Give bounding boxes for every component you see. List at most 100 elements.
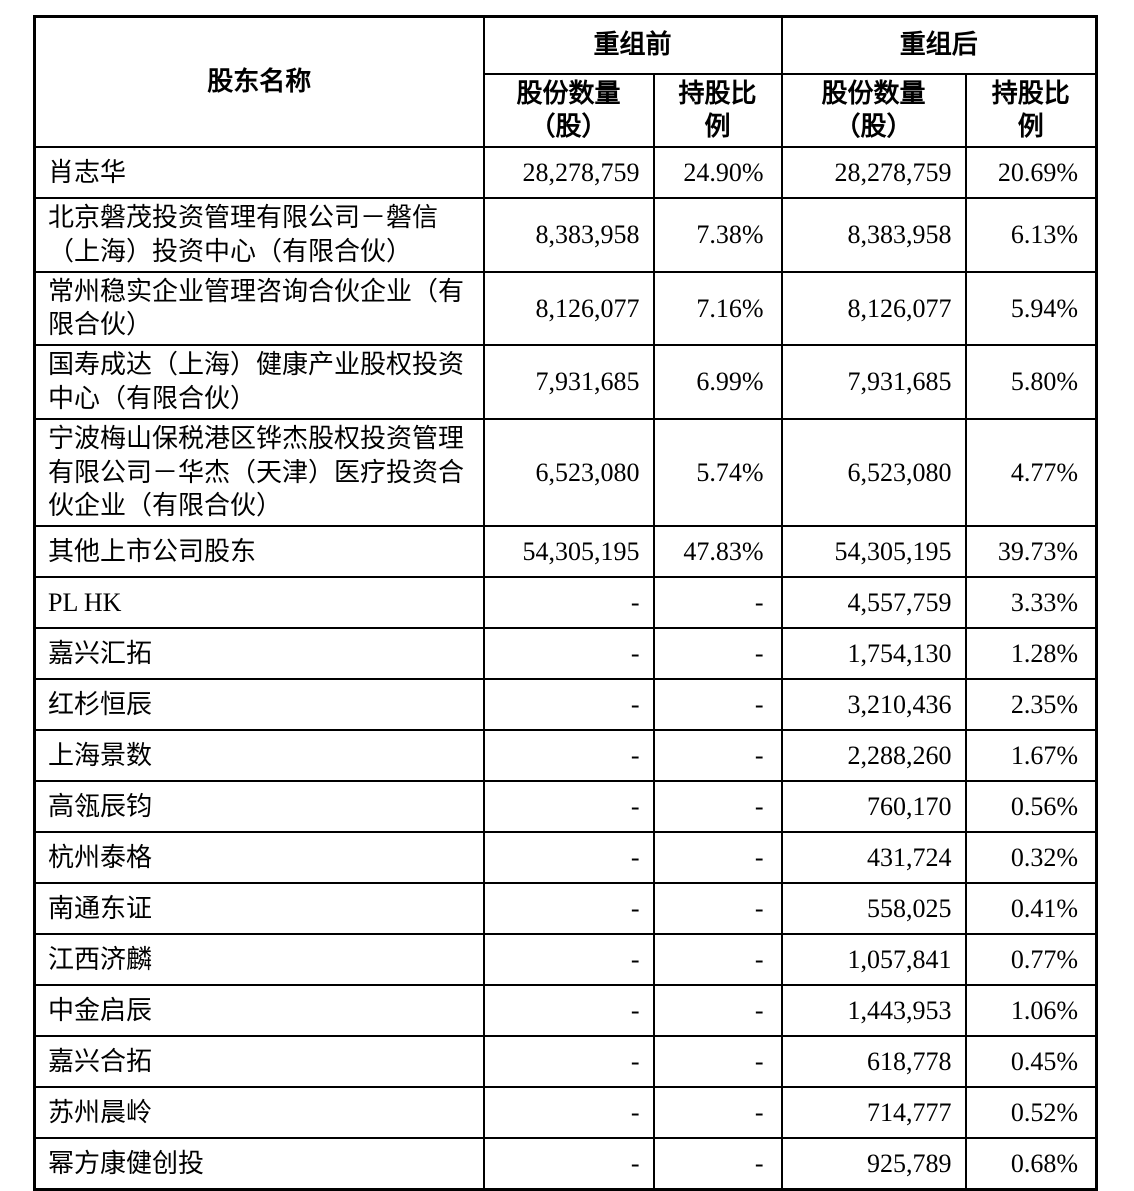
pre-reorg-shares-cell: - [482, 1086, 655, 1140]
table-row: 其他上市公司股东 54,305,195 47.83% 54,305,195 39.73% [33, 525, 1098, 579]
shareholding-table: 股东名称 重组前 重组后 股份数量 （股） 持股比 例 股份数量 （股） 持股比… [33, 15, 1099, 1191]
post-reorg-shares-cell: 28,278,759 [780, 146, 967, 200]
post-reorg-shares-cell: 2,288,260 [780, 729, 967, 783]
pre-reorg-ratio-cell: - [652, 984, 783, 1038]
post-reorg-shares-cell: 54,305,195 [780, 525, 967, 579]
before-ratio-header: 持股比 例 [652, 72, 783, 149]
post-reorg-ratio-cell: 20.69% [964, 146, 1098, 200]
post-reorg-shares-cell: 760,170 [780, 780, 967, 834]
shareholder-name-cell: 肖志华 [33, 146, 485, 200]
pre-reorg-ratio-cell: - [652, 1035, 783, 1089]
pre-reorg-ratio-cell: - [652, 627, 783, 681]
shareholder-name-cell: 其他上市公司股东 [33, 525, 485, 579]
table-row: PL HK - -4,557,759 3.33% [33, 576, 1098, 630]
shareholder-name-cell: 南通东证 [33, 882, 485, 936]
pre-reorg-shares-cell: 7,931,685 [482, 344, 655, 420]
pre-reorg-ratio-cell: - [652, 1086, 783, 1140]
post-reorg-shares-cell: 714,777 [780, 1086, 967, 1140]
table-row: 幂方康健创投 - -925,789 0.68% [33, 1137, 1098, 1191]
post-reorg-shares-cell: 1,754,130 [780, 627, 967, 681]
post-reorg-ratio-cell: 1.67% [964, 729, 1098, 783]
post-reorg-ratio-cell: 2.35% [964, 678, 1098, 732]
post-reorg-shares-cell: 431,724 [780, 831, 967, 885]
shareholder-name-cell: 常州稳实企业管理咨询合伙企业（有限合伙） [33, 270, 485, 347]
shareholder-name-cell: 高瓴辰钧 [33, 780, 485, 834]
post-reorg-shares-cell: 3,210,436 [780, 678, 967, 732]
before-reorg-group-header: 重组前 [482, 15, 783, 75]
post-reorg-ratio-cell: 0.41% [964, 882, 1098, 936]
post-reorg-ratio-cell: 0.52% [964, 1086, 1098, 1140]
post-reorg-ratio-cell: 4.77% [964, 417, 1098, 528]
post-reorg-ratio-cell: 5.80% [964, 344, 1098, 420]
after-reorg-group-header: 重组后 [780, 15, 1098, 75]
post-reorg-ratio-cell: 0.32% [964, 831, 1098, 885]
table-row: 宁波梅山保税港区铧杰股权投资管理有限公司－华杰（天津）医疗投资合伙企业（有限合伙… [33, 417, 1098, 528]
table-row: 红杉恒辰 - -3,210,436 2.35% [33, 678, 1098, 732]
post-reorg-shares-cell: 4,557,759 [780, 576, 967, 630]
post-reorg-shares-cell: 925,789 [780, 1137, 967, 1191]
after-ratio-header: 持股比 例 [964, 72, 1098, 149]
shareholder-name-cell: 国寿成达（上海）健康产业股权投资中心（有限合伙） [33, 344, 485, 420]
pre-reorg-ratio-cell: 5.74% [652, 417, 783, 528]
pre-reorg-ratio-cell: 24.90% [652, 146, 783, 200]
pre-reorg-shares-cell: - [482, 780, 655, 834]
pre-reorg-shares-cell: - [482, 1035, 655, 1089]
table-row: 杭州泰格 - -431,724 0.32% [33, 831, 1098, 885]
pre-reorg-shares-cell: - [482, 831, 655, 885]
pre-reorg-ratio-cell: - [652, 780, 783, 834]
pre-reorg-shares-cell: - [482, 882, 655, 936]
post-reorg-ratio-cell: 39.73% [964, 525, 1098, 579]
post-reorg-ratio-cell: 6.13% [964, 197, 1098, 273]
table-row: 上海景数 - -2,288,260 1.67% [33, 729, 1098, 783]
pre-reorg-ratio-cell: - [652, 831, 783, 885]
post-reorg-ratio-cell: 5.94% [964, 270, 1098, 347]
table-row: 中金启辰 - -1,443,953 1.06% [33, 984, 1098, 1038]
table-row: 高瓴辰钧 - -760,170 0.56% [33, 780, 1098, 834]
before-shares-header: 股份数量 （股） [482, 72, 655, 149]
table-row: 嘉兴合拓 - -618,778 0.45% [33, 1035, 1098, 1089]
pre-reorg-shares-cell: - [482, 1137, 655, 1191]
post-reorg-shares-cell: 558,025 [780, 882, 967, 936]
table-row: 国寿成达（上海）健康产业股权投资中心（有限合伙） 7,931,685 6.99% 7,… [33, 344, 1098, 420]
shareholder-name-cell: 嘉兴汇拓 [33, 627, 485, 681]
post-reorg-ratio-cell: 0.68% [964, 1137, 1098, 1191]
shareholder-name-cell: 苏州晨岭 [33, 1086, 485, 1140]
shareholder-name-cell: 北京磐茂投资管理有限公司－磐信（上海）投资中心（有限合伙） [33, 197, 485, 273]
pre-reorg-shares-cell: - [482, 729, 655, 783]
table-row: 北京磐茂投资管理有限公司－磐信（上海）投资中心（有限合伙） 8,383,958 7.… [33, 197, 1098, 273]
pre-reorg-shares-cell: - [482, 678, 655, 732]
shareholder-name-cell: 宁波梅山保税港区铧杰股权投资管理有限公司－华杰（天津）医疗投资合伙企业（有限合伙… [33, 417, 485, 528]
table-header-group-row: 股东名称 重组前 重组后 [33, 15, 1098, 149]
post-reorg-shares-cell: 8,383,958 [780, 197, 967, 273]
post-reorg-ratio-cell: 1.28% [964, 627, 1098, 681]
post-reorg-ratio-cell: 0.56% [964, 780, 1098, 834]
shareholder-name-cell: 上海景数 [33, 729, 485, 783]
after-shares-header: 股份数量 （股） [780, 72, 967, 149]
table-row: 常州稳实企业管理咨询合伙企业（有限合伙） 8,126,077 7.16% 8,126,… [33, 270, 1098, 347]
post-reorg-shares-cell: 618,778 [780, 1035, 967, 1089]
pre-reorg-ratio-cell: 47.83% [652, 525, 783, 579]
pre-reorg-ratio-cell: - [652, 576, 783, 630]
pre-reorg-ratio-cell: 6.99% [652, 344, 783, 420]
shareholder-name-header: 股东名称 [33, 15, 485, 149]
post-reorg-shares-cell: 1,443,953 [780, 984, 967, 1038]
pre-reorg-ratio-cell: 7.16% [652, 270, 783, 347]
pre-reorg-shares-cell: 8,383,958 [482, 197, 655, 273]
table-subheader-row: 股份数量 （股） 持股比 例 股份数量 （股） 持股比 例 [35, 72, 1098, 149]
pre-reorg-ratio-cell: - [652, 729, 783, 783]
shareholder-name-cell: 幂方康健创投 [33, 1137, 485, 1191]
post-reorg-shares-cell: 6,523,080 [780, 417, 967, 528]
post-reorg-ratio-cell: 3.33% [964, 576, 1098, 630]
pre-reorg-ratio-cell: - [652, 678, 783, 732]
pre-reorg-shares-cell: 28,278,759 [482, 146, 655, 200]
pre-reorg-ratio-cell: 7.38% [652, 197, 783, 273]
pre-reorg-shares-cell: 6,523,080 [482, 417, 655, 528]
pre-reorg-ratio-cell: - [652, 933, 783, 987]
post-reorg-ratio-cell: 1.06% [964, 984, 1098, 1038]
table-row: 嘉兴汇拓 - -1,754,130 1.28% [33, 627, 1098, 681]
shareholder-name-cell: 红杉恒辰 [33, 678, 485, 732]
pre-reorg-ratio-cell: - [652, 1137, 783, 1191]
table-row: 苏州晨岭 - -714,777 0.52% [33, 1086, 1098, 1140]
post-reorg-shares-cell: 1,057,841 [780, 933, 967, 987]
